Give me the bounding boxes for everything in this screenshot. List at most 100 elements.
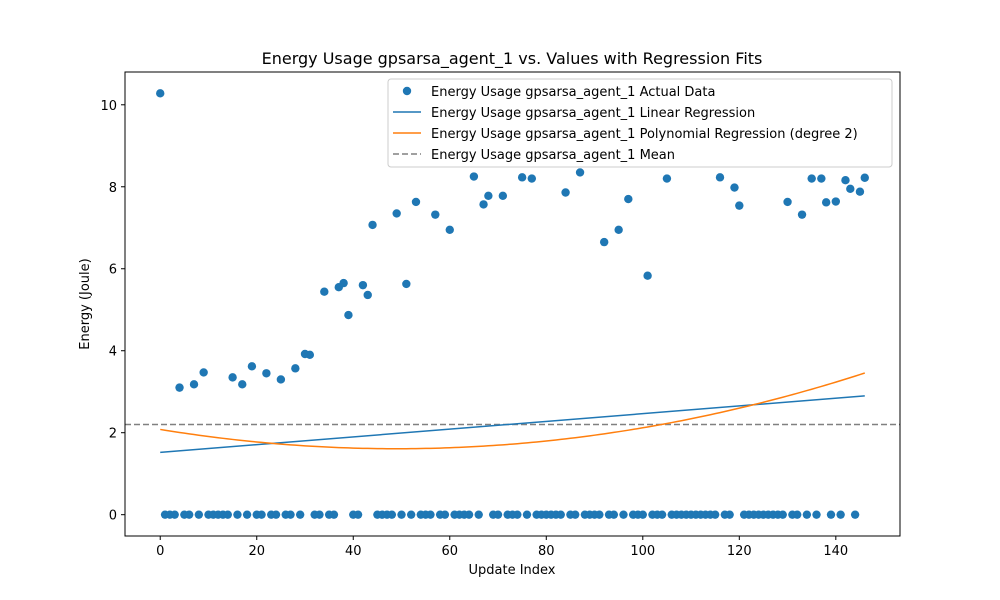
data-point	[271, 510, 281, 519]
data-point	[571, 510, 580, 519]
legend-label: Energy Usage gpsarsa_agent_1 Linear Regr…	[431, 106, 755, 121]
data-point	[247, 362, 257, 371]
legend-entry: Energy Usage gpsarsa_agent_1 Linear Regr…	[393, 106, 755, 121]
data-point	[807, 174, 816, 183]
data-point	[291, 364, 300, 373]
data-point	[527, 174, 537, 183]
y-tick-label: 10	[100, 99, 117, 114]
data-point	[817, 174, 826, 183]
legend-label: Energy Usage gpsarsa_agent_1 Actual Data	[431, 85, 715, 100]
data-point	[855, 187, 865, 196]
y-tick-label: 4	[109, 345, 117, 360]
x-tick-label: 120	[727, 544, 752, 559]
data-point	[184, 510, 194, 519]
data-point	[556, 510, 565, 519]
data-point	[170, 510, 179, 519]
data-point	[595, 510, 604, 519]
data-point	[426, 510, 435, 519]
y-tick-label: 0	[109, 509, 117, 524]
data-point	[624, 194, 633, 204]
data-point	[286, 510, 295, 519]
y-tick-label: 6	[109, 263, 117, 278]
data-point	[860, 173, 869, 182]
data-point	[368, 220, 377, 230]
data-point	[778, 510, 787, 519]
data-point	[599, 237, 609, 247]
legend-marker	[402, 86, 412, 96]
data-point	[517, 173, 527, 182]
legend: Energy Usage gpsarsa_agent_1 Actual Data…	[387, 78, 893, 168]
x-tick-label: 40	[345, 544, 362, 559]
data-point	[344, 310, 353, 320]
data-point	[194, 510, 204, 519]
x-axis-label: Update Index	[468, 563, 555, 578]
axis-ticks: 0 20 40 60 80 100 120 140 0 2 4 6 8 10	[100, 99, 848, 559]
data-point	[725, 510, 734, 519]
data-point	[797, 210, 807, 219]
data-point	[397, 510, 406, 519]
data-point	[493, 510, 503, 519]
data-point	[710, 510, 720, 519]
chart-title: Energy Usage gpsarsa_agent_1 vs. Values …	[262, 49, 763, 69]
data-point	[619, 510, 628, 519]
legend-entry: Energy Usage gpsarsa_agent_1 Mean	[393, 148, 675, 163]
data-point	[315, 510, 324, 519]
axes-frame	[124, 71, 901, 537]
data-point	[305, 350, 315, 360]
x-tick-label: 80	[538, 544, 555, 559]
data-point	[643, 271, 652, 280]
data-point	[846, 184, 855, 194]
data-point	[339, 278, 348, 288]
legend-entry: Energy Usage gpsarsa_agent_1 Polynomial …	[393, 127, 858, 142]
data-point	[464, 510, 474, 519]
data-point	[276, 375, 286, 384]
data-point	[440, 510, 450, 519]
data-point	[662, 174, 672, 183]
data-point	[850, 510, 860, 519]
data-point	[363, 290, 372, 300]
polynomial-regression-line	[160, 372, 866, 450]
plot-area	[125, 89, 900, 519]
data-point	[793, 510, 802, 519]
data-point	[431, 210, 440, 219]
data-point	[353, 510, 363, 519]
data-point	[638, 510, 647, 519]
data-point	[609, 510, 619, 519]
data-point	[802, 510, 812, 519]
data-point	[156, 89, 165, 98]
data-point	[469, 172, 479, 181]
data-point	[262, 369, 271, 378]
legend-entry: Energy Usage gpsarsa_agent_1 Actual Data	[402, 85, 715, 100]
data-point	[358, 280, 368, 290]
data-point	[522, 510, 532, 519]
legend-label: Energy Usage gpsarsa_agent_1 Polynomial …	[431, 127, 858, 142]
data-point	[821, 198, 831, 207]
legend-box	[387, 78, 893, 168]
data-point	[257, 510, 266, 519]
data-point	[445, 225, 454, 235]
y-axis-label: Energy (Joule)	[78, 258, 93, 349]
legend-label: Energy Usage gpsarsa_agent_1 Mean	[431, 148, 675, 163]
data-point	[406, 510, 416, 519]
data-point	[320, 287, 329, 296]
data-point	[614, 225, 623, 235]
x-tick-label: 140	[823, 544, 848, 559]
data-point	[392, 209, 401, 218]
data-point	[812, 510, 821, 519]
data-point	[484, 191, 493, 200]
y-tick-label: 2	[109, 427, 117, 442]
data-point	[295, 510, 305, 519]
x-tick-label: 0	[156, 544, 164, 559]
data-point	[474, 510, 483, 519]
data-point	[223, 510, 232, 519]
data-point	[199, 368, 208, 377]
data-point	[735, 201, 744, 210]
data-point	[841, 176, 850, 185]
data-point	[189, 380, 199, 389]
data-point	[387, 510, 397, 519]
data-point	[233, 510, 242, 519]
data-point	[657, 510, 667, 519]
linear-regression-line	[160, 395, 865, 454]
x-tick-label: 60	[441, 544, 458, 559]
data-point	[783, 197, 792, 207]
